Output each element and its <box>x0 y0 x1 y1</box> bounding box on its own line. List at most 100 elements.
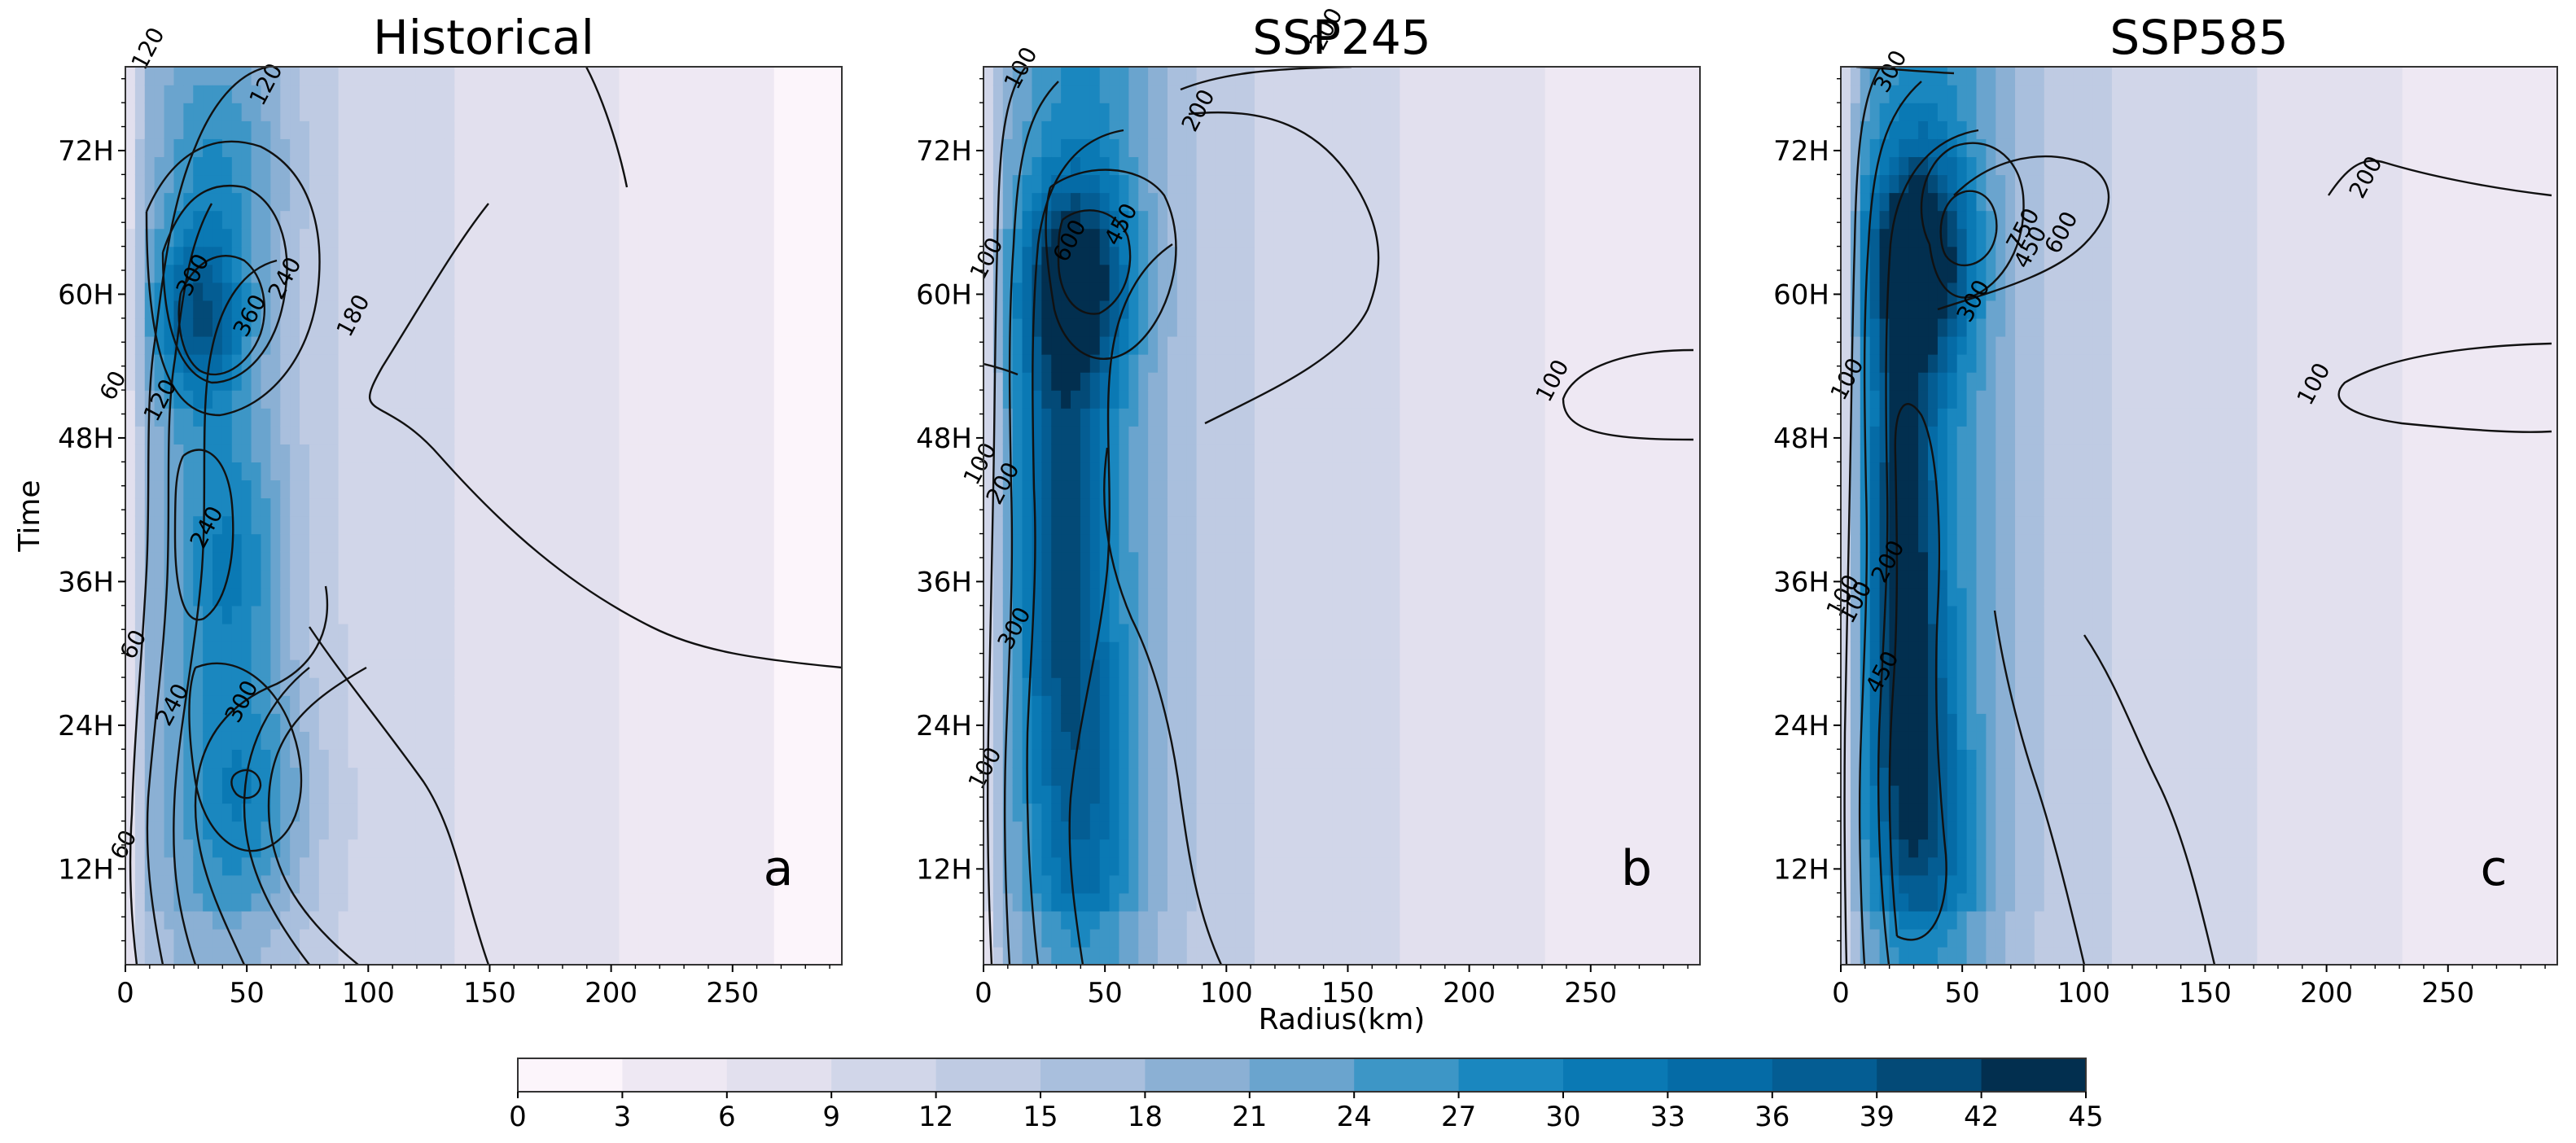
contour-line <box>1562 348 1694 441</box>
panel-letter: a <box>764 840 794 897</box>
x-tick-label: 50 <box>1088 977 1123 1009</box>
y-tick-label: 12H <box>58 853 114 886</box>
x-tick-label: 200 <box>2300 977 2353 1009</box>
x-tick-label: 100 <box>342 977 395 1009</box>
y-tick-label: 24H <box>58 710 114 742</box>
contour-line <box>173 259 278 965</box>
y-tick-label: 60H <box>58 278 114 311</box>
colorbar-tick-label: 42 <box>1964 1101 1999 1133</box>
x-tick-label: 0 <box>975 977 992 1009</box>
y-tick-label: 12H <box>916 853 972 886</box>
colorbar-tick-label: 0 <box>509 1101 527 1133</box>
contour-line <box>1888 403 1947 941</box>
plot-frame <box>1840 66 2558 966</box>
x-tick-label: 0 <box>1832 977 1850 1009</box>
contour-line <box>1188 111 1380 425</box>
contour-line <box>173 449 234 621</box>
colorbar-segment <box>1145 1058 1251 1092</box>
colorbar-tick-label: 18 <box>1128 1101 1163 1133</box>
contour-line <box>369 203 842 669</box>
y-tick-label: 48H <box>916 423 972 455</box>
y-tick-label: 72H <box>58 135 114 168</box>
filled-contours <box>984 67 1700 965</box>
colorbar-tick-label: 33 <box>1650 1101 1685 1133</box>
y-tick-label: 36H <box>58 566 114 598</box>
contour-line <box>1068 243 1173 965</box>
contour-line <box>1057 209 1132 315</box>
colorbar-tick-label: 6 <box>718 1101 736 1133</box>
contour-line <box>987 67 1027 965</box>
contour-line <box>129 67 269 965</box>
contour-line <box>585 67 629 188</box>
plot-frame <box>983 66 1701 966</box>
colorbar-tick-label: 9 <box>822 1101 840 1133</box>
x-tick-label: 50 <box>230 977 265 1009</box>
panel-title: SSP585 <box>2109 10 2288 65</box>
y-tick-label: 72H <box>1773 135 1829 168</box>
x-tick-label: 200 <box>585 977 637 1009</box>
x-tick-label: 150 <box>2179 977 2232 1009</box>
x-tick-label: 50 <box>1945 977 1980 1009</box>
contour-line <box>161 184 288 384</box>
x-tick-label: 200 <box>1443 977 1496 1009</box>
contour-line <box>984 362 1019 376</box>
contour-line <box>309 626 490 965</box>
y-tick-label: 48H <box>1773 423 1829 455</box>
contour-lines <box>1843 67 2552 965</box>
colorbar-segment <box>1249 1058 1355 1092</box>
x-tick-label: 150 <box>1321 977 1374 1009</box>
x-tick-label: 100 <box>1200 977 1253 1009</box>
colorbar-segment <box>1354 1058 1460 1092</box>
y-tick-label: 24H <box>916 710 972 742</box>
y-tick-label: 24H <box>1773 710 1829 742</box>
x-axis-label: Radius(km) <box>1259 1003 1426 1036</box>
x-tick-label: 0 <box>116 977 134 1009</box>
contour-line <box>1045 169 1177 361</box>
colorbar: 0 3 6 9 12 15 18 21 24 27 30 33 36 39 42 45 <box>509 1058 2104 1133</box>
contour-line <box>194 585 329 965</box>
x-tick-label: 250 <box>706 977 759 1009</box>
contour-line <box>1993 610 2086 965</box>
plot-frame <box>125 66 843 966</box>
contour-line <box>1939 190 1998 267</box>
y-tick-label: 60H <box>1773 278 1829 311</box>
colorbar-frame <box>517 1058 2087 1093</box>
filled-contours <box>1841 67 2557 965</box>
colorbar-segment <box>935 1058 1041 1092</box>
x-tick-label: 150 <box>463 977 516 1009</box>
contour-line <box>188 662 303 852</box>
contour-line <box>1003 81 1059 965</box>
y-tick-label: 48H <box>58 423 114 455</box>
contour-line <box>145 140 321 417</box>
contour-line <box>177 255 265 376</box>
colorbar-segment <box>1563 1058 1668 1092</box>
contour-line <box>243 667 310 965</box>
panel-title: SSP245 <box>1252 10 1430 65</box>
contour-line <box>2328 160 2552 197</box>
y-tick-label: 36H <box>1773 566 1829 598</box>
colorbar-segment <box>1772 1058 1877 1092</box>
contour-line <box>267 666 367 965</box>
colorbar-segment <box>831 1058 937 1092</box>
colorbar-tick-label: 24 <box>1337 1101 1372 1133</box>
y-axis-label: Time <box>13 480 46 552</box>
panel-title: Historical <box>373 10 594 65</box>
contour-line <box>1843 67 1882 965</box>
y-tick-label: 72H <box>916 135 972 168</box>
y-tick-label: 12H <box>1773 853 1829 886</box>
x-tick-label: 250 <box>1564 977 1617 1009</box>
contour-line <box>1920 142 2025 299</box>
panel-letter: b <box>1621 840 1652 897</box>
filled-contours <box>125 67 842 965</box>
colorbar-tick-label: 39 <box>1860 1101 1895 1133</box>
y-tick-label: 36H <box>916 566 972 598</box>
colorbar-tick-label: 30 <box>1545 1101 1580 1133</box>
colorbar-tick-label: 12 <box>918 1101 953 1133</box>
colorbar-tick-label: 36 <box>1755 1101 1790 1133</box>
colorbar-segment <box>1458 1058 1564 1092</box>
colorbar-segment <box>518 1058 623 1092</box>
